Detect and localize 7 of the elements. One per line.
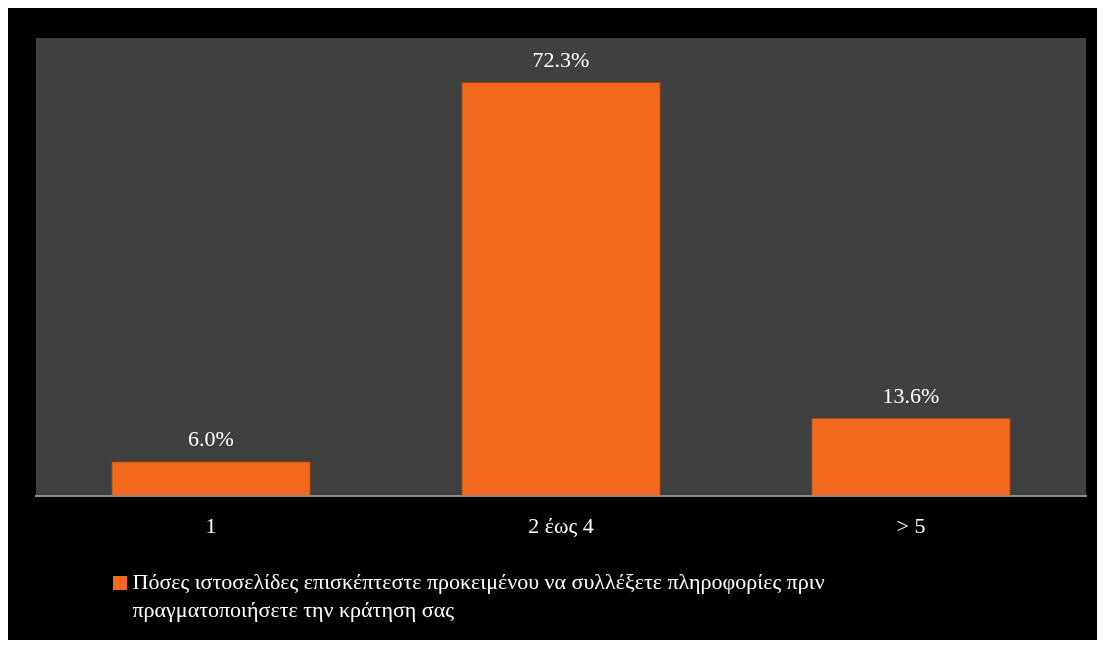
x-tick-label: 2 έως 4 bbox=[528, 512, 594, 538]
x-tick-label: > 5 bbox=[896, 512, 926, 538]
x-tick-label: 1 bbox=[205, 512, 217, 538]
data-label: 72.3% bbox=[532, 46, 590, 72]
legend-label: Πόσες ιστοσελίδες επισκέπτεστε προκειμένου να συλλέξετε πληροφορίες πριν πραγματοποιήσετε την κράτηση σας bbox=[132, 569, 825, 622]
data-label: 13.6% bbox=[882, 382, 940, 408]
data-label: 6.0% bbox=[188, 426, 234, 452]
